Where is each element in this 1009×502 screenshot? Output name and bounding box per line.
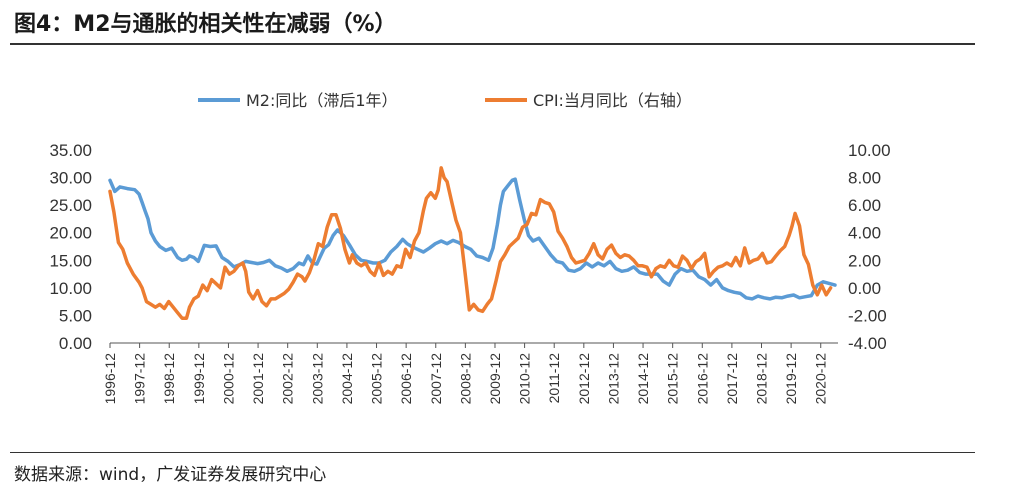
x-tick-label: 2011-12 — [546, 353, 562, 404]
x-tick-label: 2008-12 — [457, 353, 473, 405]
x-tick-label: 2013-12 — [605, 353, 621, 405]
x-tick-label: 2004-12 — [339, 353, 355, 405]
left-y-tick-label: 0.00 — [59, 334, 92, 353]
right-y-tick-label: 0.00 — [848, 279, 881, 298]
x-tick-label: 2016-12 — [694, 353, 710, 405]
right-y-tick-label: 8.00 — [848, 169, 881, 188]
x-tick-label: 1998-12 — [161, 353, 177, 405]
left-y-tick-label: 35.00 — [49, 141, 92, 160]
right-y-tick-label: 4.00 — [848, 224, 881, 243]
x-tick-label: 2018-12 — [754, 353, 770, 405]
left-y-tick-label: 5.00 — [59, 306, 92, 325]
x-tick-label: 1996-12 — [102, 353, 118, 405]
plot-area — [108, 166, 837, 320]
x-tick-label: 2010-12 — [517, 353, 533, 405]
x-tick-label: 2017-12 — [724, 353, 740, 405]
x-tick-label: 2007-12 — [428, 353, 444, 405]
x-tick-label: 2020-12 — [813, 353, 829, 405]
x-tick-label: 2012-12 — [576, 353, 592, 405]
x-tick-label: 2002-12 — [280, 353, 296, 405]
x-tick-label: 2014-12 — [635, 353, 651, 405]
left-y-tick-label: 10.00 — [49, 279, 92, 298]
m2-series-line — [108, 177, 837, 301]
x-tick-label: 2015-12 — [665, 353, 681, 405]
axes: 35.00 30.00 25.00 20.00 15.00 10.00 5.00 0.00 10… — [49, 141, 890, 404]
legend-cpi-label: CPI:当月同比（右轴） — [533, 91, 692, 110]
right-y-tick-label: -2.00 — [848, 306, 887, 325]
x-tick-label: 2000-12 — [220, 353, 236, 405]
left-y-tick-label: 25.00 — [49, 196, 92, 215]
source-note: 数据来源：wind，广发证券发展研究中心 — [14, 465, 327, 485]
x-tick-label: 2019-12 — [783, 353, 799, 405]
right-y-tick-label: 2.00 — [848, 251, 881, 270]
left-y-tick-label: 20.00 — [49, 224, 92, 243]
left-y-tick-label: 30.00 — [49, 169, 92, 188]
footer-rule — [10, 452, 975, 453]
left-y-tick-label: 15.00 — [49, 251, 92, 270]
x-tick-label: 1999-12 — [191, 353, 207, 405]
legend: M2:同比（滞后1年） CPI:当月同比（右轴） — [198, 91, 692, 110]
x-tick-label: 2001-12 — [250, 353, 266, 405]
x-tick-label: 1997-12 — [132, 353, 148, 405]
x-tick-label: 2009-12 — [487, 353, 503, 405]
x-tick-label: 2005-12 — [369, 353, 385, 405]
right-y-tick-label: 10.00 — [848, 141, 891, 160]
title-rule — [10, 43, 975, 45]
figure-title: 图4：M2与通胀的相关性在减弱（%） — [14, 12, 397, 37]
x-tick-label: 2006-12 — [398, 353, 414, 405]
line-chart: M2:同比（滞后1年） CPI:当月同比（右轴） 35.00 30.00 25.00… — [49, 91, 890, 404]
cpi-series-line — [108, 166, 833, 320]
x-tick-label: 2003-12 — [309, 353, 325, 405]
legend-m2-label: M2:同比（滞后1年） — [246, 91, 398, 110]
right-y-tick-label: 6.00 — [848, 196, 881, 215]
right-y-tick-label: -4.00 — [848, 334, 887, 353]
